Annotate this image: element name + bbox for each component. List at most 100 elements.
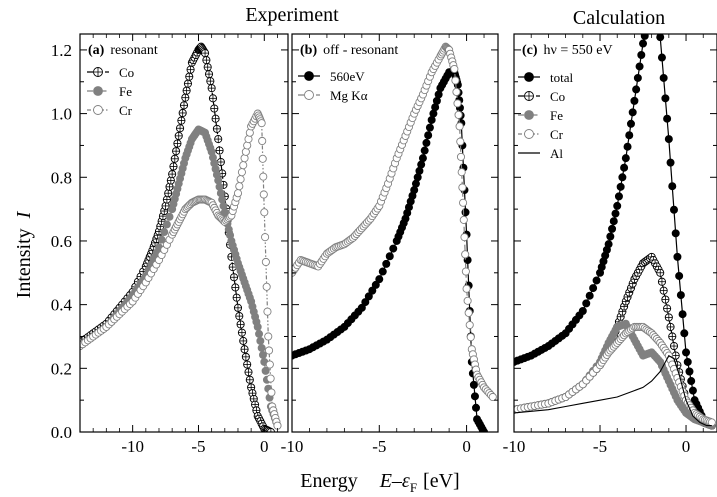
x-tick-label: -5: [593, 437, 607, 456]
data-point: [174, 131, 183, 140]
legend-label: Cr: [550, 127, 564, 142]
panel-label: (c): [522, 43, 538, 58]
panel-b: -10 -5 0 (b) off - resonant 560eV Mg Kα: [281, 33, 499, 456]
data-point: [170, 154, 179, 163]
series-total: [514, 34, 716, 430]
data-point: [229, 273, 239, 282]
x-axis-symbol: E: [379, 470, 392, 492]
legend-entry: Al: [518, 146, 563, 161]
data-point: [233, 303, 243, 312]
series-Co: [80, 42, 275, 432]
x-tick-label: -10: [281, 437, 304, 456]
data-point: [216, 157, 225, 167]
data-point: [201, 49, 210, 58]
series-Cr: [80, 109, 282, 430]
x-axis-eps: ε: [402, 470, 410, 492]
y-tick-label: 0.0: [51, 423, 72, 442]
data-point: [265, 360, 274, 369]
data-point: [218, 195, 227, 204]
data-point: [255, 329, 264, 338]
panel-label: (a): [88, 43, 105, 58]
data-point: [661, 94, 670, 103]
data-point: [160, 228, 169, 237]
y-tick-label: 1.0: [51, 105, 72, 124]
y-axis-title: Intensity I: [13, 210, 35, 298]
data-point: [623, 142, 632, 151]
data-point: [453, 99, 462, 108]
panel-title: hν = 550 eV: [544, 43, 613, 58]
data-point: [470, 392, 479, 401]
data-point: [604, 240, 613, 249]
data-point: [181, 93, 190, 102]
data-point: [678, 310, 687, 319]
y-tick-label: 0.2: [51, 359, 72, 378]
data-point: [463, 296, 472, 305]
data-point: [614, 192, 623, 201]
panel-frame: [291, 33, 499, 433]
data-point: [361, 298, 370, 307]
legend-entry: Fe: [518, 108, 563, 123]
data-point: [237, 168, 246, 177]
series-line: [292, 71, 485, 432]
legend-label: Fe: [550, 108, 563, 123]
data-point: [266, 374, 275, 383]
data-point: [204, 70, 214, 79]
data-point: [450, 64, 459, 74]
data-point: [666, 158, 675, 167]
data-point: [215, 146, 224, 155]
series-Al: [514, 354, 712, 427]
legend-entry: Mg Kα: [298, 88, 368, 103]
data-point: [685, 367, 694, 376]
data-point: [385, 252, 394, 261]
legend-marker: [93, 86, 103, 96]
data-point: [669, 341, 679, 351]
data-point: [611, 209, 620, 218]
legend-entry: Fe: [87, 84, 132, 99]
data-point: [459, 198, 468, 207]
data-point: [182, 86, 191, 95]
data-point: [256, 336, 265, 345]
data-point: [239, 161, 248, 170]
data-point: [668, 182, 677, 191]
data-point: [452, 87, 461, 96]
y-tick-label: 0.8: [51, 168, 72, 187]
legend-marker: [524, 72, 534, 82]
x-axis-unit: [eV]: [423, 470, 460, 492]
data-point: [462, 284, 471, 293]
data-point: [460, 233, 469, 242]
data-point: [261, 366, 270, 375]
data-point: [357, 303, 366, 312]
legend-entry: Co: [87, 65, 134, 80]
y-tick-label: 1.2: [51, 41, 72, 60]
data-point: [244, 368, 253, 377]
data-point: [687, 377, 696, 386]
data-point: [183, 79, 192, 88]
data-point: [609, 217, 618, 226]
panel-c: -10 -5 0 (c) hν = 550 eV total Co Fe Cr Al: [503, 33, 717, 456]
legend-label: Cr: [119, 103, 133, 118]
data-point: [669, 205, 678, 214]
legend-label: Mg Kα: [330, 88, 368, 103]
data-point: [165, 212, 174, 221]
legend-marker: [524, 91, 534, 101]
data-point: [233, 189, 243, 198]
data-point: [661, 295, 670, 304]
data-point: [219, 201, 228, 210]
legend-entry: Co: [518, 89, 565, 104]
legend-marker: [93, 67, 103, 77]
data-point: [668, 332, 677, 341]
data-point: [231, 283, 240, 292]
data-point: [457, 168, 466, 177]
legend-entry: total: [518, 70, 573, 85]
data-point: [454, 110, 463, 119]
legend-label: Co: [119, 65, 134, 80]
data-point: [260, 208, 269, 217]
group-title-experiment: Experiment: [245, 4, 339, 26]
x-tick-label: 0: [462, 437, 471, 456]
series-line: [80, 45, 272, 432]
legend-entry: Cr: [518, 127, 564, 142]
data-point: [203, 63, 212, 72]
data-point: [259, 172, 268, 181]
y-tick-label: 0.4: [51, 296, 73, 315]
data-point: [628, 108, 637, 117]
